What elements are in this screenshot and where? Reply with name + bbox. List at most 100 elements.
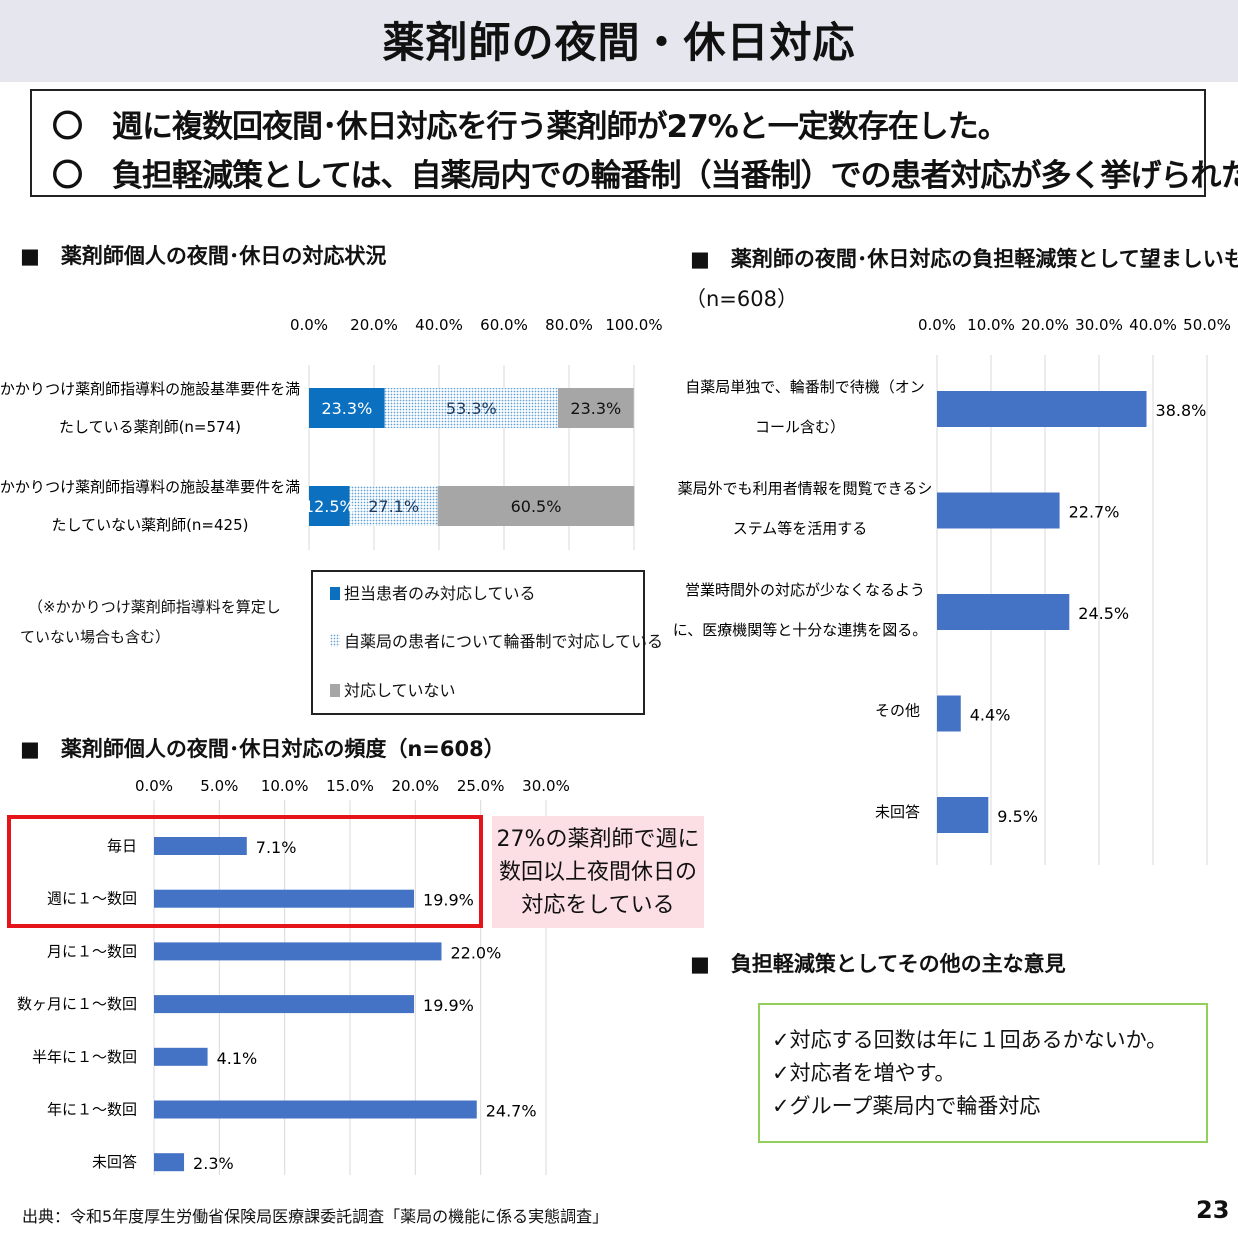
section-heading-frequency: ■ 薬剤師個人の夜間･休日対応の頻度（n=608） bbox=[20, 737, 505, 761]
chart3-bar bbox=[937, 594, 1070, 630]
chart3-category-label: 薬局外でも利用者情報を閲覧できるシ bbox=[678, 480, 933, 498]
chart3-category-label: に、医療機関等と十分な連携を図る。 bbox=[673, 621, 928, 639]
chart1-data-label: 60.5% bbox=[511, 497, 562, 516]
chart1-data-label: 12.5% bbox=[304, 497, 355, 516]
chart1-bar-segment bbox=[384, 388, 558, 428]
chart1-tick-label: 40.0% bbox=[415, 316, 463, 334]
chart3-category-label: 未回答 bbox=[875, 803, 920, 821]
callout-line-1: 27%の薬剤師で週に bbox=[496, 827, 700, 852]
opinion-line-3: ✓グループ薬局内で輪番対応 bbox=[772, 1094, 1041, 1118]
section-heading-status: ■ 薬剤師個人の夜間･休日の対応状況 bbox=[20, 244, 387, 268]
chart1-legend bbox=[311, 570, 645, 715]
chart1-tick-label: 20.0% bbox=[350, 316, 398, 334]
chart2-data-label: 4.1% bbox=[217, 1049, 258, 1068]
chart1-category-label: たしている薬剤師(n=574) bbox=[59, 418, 241, 436]
callout-line-3: 対応をしている bbox=[521, 893, 675, 918]
summary-box bbox=[30, 89, 1206, 197]
chart2-bar bbox=[154, 1047, 208, 1066]
chart3-bar bbox=[937, 797, 989, 833]
chart2-data-label: 7.1% bbox=[256, 838, 297, 857]
chart3-category-label: ステム等を活用する bbox=[733, 520, 868, 538]
opinion-line-1: ✓対応する回数は年に１回あるかないか。 bbox=[772, 1028, 1168, 1052]
chart1-note-line-1: （※かかりつけ薬剤師指導料を算定し bbox=[28, 598, 281, 616]
chart2-data-label: 24.7% bbox=[486, 1102, 537, 1121]
chart2-data-label: 19.9% bbox=[423, 996, 474, 1015]
chart2-data-label: 2.3% bbox=[193, 1154, 234, 1173]
chart2-tick-label: 15.0% bbox=[326, 777, 374, 795]
chart-measures: 0.0% 10.0% 20.0% 30.0% 40.0% 50.0% 自薬局単独で、輪番制… bbox=[673, 316, 1231, 865]
chart2-bar bbox=[154, 995, 415, 1014]
section-heading-measures-n: （n=608） bbox=[685, 287, 798, 311]
callout-box bbox=[492, 816, 704, 928]
chart3-category-label: コール含む） bbox=[755, 418, 845, 436]
chart2-data-label: 19.9% bbox=[423, 891, 474, 910]
chart2-tick-label: 25.0% bbox=[457, 777, 505, 795]
section-heading-opinions: ■ 負担軽減策としてその他の主な意見 bbox=[690, 952, 1066, 976]
chart1-tick-label: 60.0% bbox=[480, 316, 528, 334]
chart1-bar-segment bbox=[309, 486, 350, 526]
chart3-bar bbox=[937, 391, 1147, 427]
chart2-tick-label: 30.0% bbox=[522, 777, 570, 795]
chart2-category-label: 年に１～数回 bbox=[47, 1101, 137, 1119]
chart1-data-label: 53.3% bbox=[446, 399, 497, 418]
page-title: 薬剤師の夜間・休日対応 bbox=[382, 18, 856, 67]
chart1-category-label: たしていない薬剤師(n=425) bbox=[52, 516, 249, 534]
chart3-tick-label: 40.0% bbox=[1129, 316, 1177, 334]
opinion-box bbox=[758, 1003, 1208, 1143]
chart3-category-label: 営業時間外の対応が少なくなるよう bbox=[685, 581, 925, 599]
chart1-tick-label: 100.0% bbox=[605, 316, 662, 334]
chart3-data-label: 22.7% bbox=[1069, 503, 1120, 522]
chart1-bar-segment bbox=[349, 486, 438, 526]
chart2-tick-label: 10.0% bbox=[261, 777, 309, 795]
section-heading-measures: ■ 薬剤師の夜間･休日対応の負担軽減策として望ましいもの bbox=[690, 247, 1238, 271]
chart1-note-line-2: ていない場合も含む） bbox=[20, 628, 171, 646]
chart2-bar bbox=[154, 942, 442, 961]
chart1-data-label: 23.3% bbox=[570, 399, 621, 418]
chart2-bar bbox=[154, 1100, 477, 1119]
chart3-category-label: 自薬局単独で、輪番制で待機（オン bbox=[685, 378, 924, 396]
chart2-category-label: 半年に１～数回 bbox=[32, 1048, 137, 1066]
chart3-bar bbox=[937, 492, 1060, 529]
page-number: 23 bbox=[1196, 1196, 1230, 1224]
chart3-tick-label: 20.0% bbox=[1021, 316, 1069, 334]
chart3-data-label: 38.8% bbox=[1156, 401, 1207, 420]
chart3-tick-label: 30.0% bbox=[1075, 316, 1123, 334]
summary-line-1: 〇 週に複数回夜間･休日対応を行う薬剤師が27%と一定数存在した。 bbox=[52, 109, 1009, 145]
summary-line-2: 〇 負担軽減策としては、自薬局内での輪番制（当番制）での患者対応が多く挙げられた… bbox=[52, 158, 1238, 194]
legend-label-rotation: 自薬局の患者について輪番制で対応している bbox=[344, 632, 664, 651]
chart1-bar-segment bbox=[437, 486, 635, 526]
chart1-data-label: 23.3% bbox=[321, 399, 372, 418]
title-bar bbox=[0, 0, 1238, 82]
chart2-category-label: 数ヶ月に１～数回 bbox=[17, 995, 137, 1013]
chart3-category-label: その他 bbox=[875, 702, 920, 720]
chart3-data-label: 4.4% bbox=[970, 706, 1011, 725]
chart1-bar-segment bbox=[309, 388, 385, 428]
opinion-line-2: ✓対応者を増やす。 bbox=[772, 1061, 956, 1085]
callout-line-2: 数回以上夜間休日の bbox=[498, 860, 697, 885]
legend-swatch-rotation bbox=[330, 634, 340, 647]
legend-swatch-none bbox=[330, 684, 340, 697]
chart1-tick-label: 80.0% bbox=[545, 316, 593, 334]
legend-label-only-own: 担当患者のみ対応している bbox=[344, 584, 536, 603]
chart2-category-label: 週に１～数回 bbox=[47, 890, 137, 908]
chart2-data-label: 22.0% bbox=[450, 943, 501, 962]
chart1-category-label: かかりつけ薬剤師指導料の施設基準要件を満 bbox=[0, 380, 300, 398]
chart-status: 0.0% 20.0% 40.0% 60.0% 80.0% 100.0% かかりつけ薬剤師指… bbox=[0, 316, 663, 550]
chart1-tick-label: 0.0% bbox=[290, 316, 328, 334]
chart1-bar-segment bbox=[557, 388, 634, 428]
chart2-tick-label: 20.0% bbox=[392, 777, 440, 795]
source-note: 出典：令和5年度厚生労働省保険局医療課委託調査「薬局の機能に係る実態調査」 bbox=[22, 1207, 609, 1226]
chart1-category-label: かかりつけ薬剤師指導料の施設基準要件を満 bbox=[0, 478, 300, 496]
chart2-tick-label: 5.0% bbox=[200, 777, 238, 795]
chart2-category-label: 毎日 bbox=[107, 837, 137, 855]
chart2-tick-label: 0.0% bbox=[135, 777, 173, 795]
chart3-data-label: 9.5% bbox=[997, 807, 1038, 826]
legend-swatch-only-own bbox=[330, 587, 340, 600]
chart2-bar bbox=[154, 1153, 185, 1172]
chart3-data-label: 24.5% bbox=[1078, 604, 1129, 623]
highlight-box bbox=[7, 815, 483, 928]
chart3-bar bbox=[937, 695, 961, 732]
chart3-tick-label: 10.0% bbox=[967, 316, 1015, 334]
legend-label-none: 対応していない bbox=[344, 681, 456, 700]
chart1-data-label: 27.1% bbox=[368, 497, 419, 516]
